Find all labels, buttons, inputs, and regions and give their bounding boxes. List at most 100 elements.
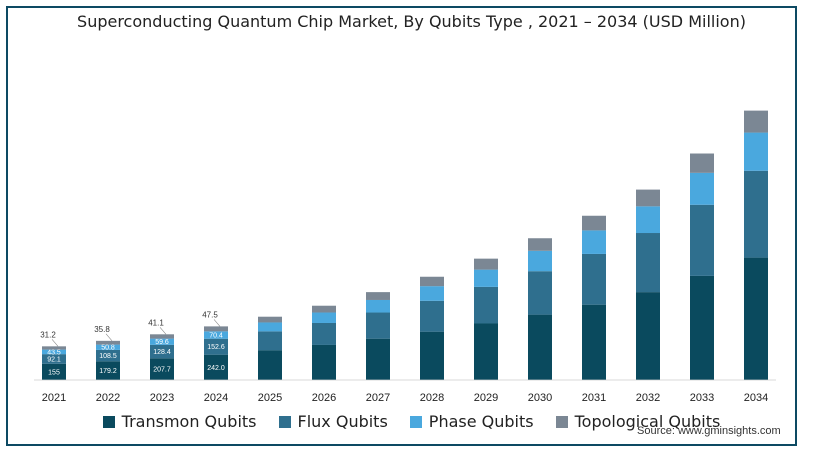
bar-phase-qubits-2028 <box>420 286 444 301</box>
chart-title: Superconducting Quantum Chip Market, By … <box>77 12 746 31</box>
bar-flux-qubits-2026 <box>312 322 336 345</box>
bar-topological-qubits-2031 <box>582 215 606 231</box>
bar-phase-qubits-2025 <box>258 322 282 332</box>
bar-transmon-qubits-2025 <box>258 350 282 380</box>
bar-topological-qubits-2027 <box>366 292 390 300</box>
bar-topological-qubits-2022 <box>96 340 120 345</box>
bar-flux-qubits-2030 <box>528 271 552 315</box>
x-tick-label-2033: 2033 <box>690 392 714 404</box>
data-label-flux-qubits-2021: 92.1 <box>47 356 61 363</box>
bar-phase-qubits-2033 <box>690 172 714 205</box>
legend-swatch <box>102 415 115 428</box>
x-tick-label-2022: 2022 <box>96 392 120 404</box>
bar-transmon-qubits-2024 <box>204 354 228 380</box>
bar-topological-qubits-2030 <box>528 238 552 251</box>
bar-topological-qubits-2028 <box>420 276 444 287</box>
x-tick-label-2025: 2025 <box>258 392 282 404</box>
bar-phase-qubits-2022 <box>96 344 120 350</box>
data-label-topological-qubits-2021: 31.2 <box>40 330 56 339</box>
bar-transmon-qubits-2034 <box>744 257 768 380</box>
bar-flux-qubits-2031 <box>582 253 606 305</box>
x-tick-label-2021: 2021 <box>42 392 66 404</box>
bar-phase-qubits-2031 <box>582 230 606 254</box>
x-tick-label-2027: 2027 <box>366 392 390 404</box>
bar-topological-qubits-2034 <box>744 110 768 133</box>
bar-flux-qubits-2032 <box>636 233 660 293</box>
bar-phase-qubits-2029 <box>474 269 498 287</box>
bar-phase-qubits-2024 <box>204 331 228 339</box>
bar-phase-qubits-2027 <box>366 299 390 313</box>
data-label-transmon-qubits-2021: 155 <box>48 369 60 376</box>
bar-topological-qubits-2033 <box>690 153 714 173</box>
legend-item-topological-qubits: Topological Qubits <box>555 412 721 431</box>
bar-flux-qubits-2023 <box>150 344 174 359</box>
bar-flux-qubits-2028 <box>420 300 444 332</box>
data-label-flux-qubits-2024: 152.6 <box>207 344 225 351</box>
bar-flux-qubits-2034 <box>744 170 768 258</box>
data-label-topological-qubits-2024: 47.5 <box>202 310 218 319</box>
bar-transmon-qubits-2033 <box>690 275 714 380</box>
bar-flux-qubits-2029 <box>474 286 498 324</box>
legend-label: Topological Qubits <box>574 412 721 431</box>
data-label-phase-qubits-2023: 59.6 <box>155 339 169 346</box>
x-tick-label-2034: 2034 <box>744 392 768 404</box>
leader-line-2023 <box>159 327 167 335</box>
bar-transmon-qubits-2028 <box>420 331 444 380</box>
bar-topological-qubits-2032 <box>636 189 660 207</box>
data-label-phase-qubits-2021: 43.5 <box>47 349 61 356</box>
x-tick-label-2028: 2028 <box>420 392 444 404</box>
chart-frame <box>6 6 797 446</box>
legend-swatch <box>409 415 422 428</box>
chart-legend: Transmon Qubits Flux Qubits Phase Qubits To… <box>0 412 823 431</box>
legend-label: Flux Qubits <box>297 412 388 431</box>
x-tick-label-2031: 2031 <box>582 392 606 404</box>
bar-flux-qubits-2025 <box>258 331 282 351</box>
bar-flux-qubits-2021 <box>42 354 66 364</box>
legend-item-phase-qubits: Phase Qubits <box>409 412 534 431</box>
bar-phase-qubits-2032 <box>636 206 660 234</box>
bar-phase-qubits-2021 <box>42 349 66 355</box>
data-label-transmon-qubits-2022: 179.2 <box>99 368 117 375</box>
bar-phase-qubits-2034 <box>744 132 768 171</box>
bar-topological-qubits-2021 <box>42 346 66 350</box>
legend-item-flux-qubits: Flux Qubits <box>278 412 388 431</box>
bar-topological-qubits-2029 <box>474 258 498 270</box>
x-tick-label-2023: 2023 <box>150 392 174 404</box>
x-tick-label-2030: 2030 <box>528 392 552 404</box>
bar-topological-qubits-2026 <box>312 305 336 313</box>
bar-transmon-qubits-2031 <box>582 304 606 380</box>
leader-line-2021 <box>51 339 59 347</box>
bar-phase-qubits-2023 <box>150 338 174 345</box>
legend-item-transmon-qubits: Transmon Qubits <box>102 412 257 431</box>
leader-line-2024 <box>213 319 221 327</box>
leader-line-2022 <box>105 333 113 342</box>
bar-phase-qubits-2030 <box>528 250 552 272</box>
bar-transmon-qubits-2022 <box>96 361 120 380</box>
data-label-phase-qubits-2024: 70.4 <box>209 333 223 340</box>
legend-swatch <box>555 415 568 428</box>
bar-topological-qubits-2025 <box>258 316 282 323</box>
bar-transmon-qubits-2023 <box>150 358 174 380</box>
bar-flux-qubits-2027 <box>366 312 390 339</box>
data-label-transmon-qubits-2023: 207.7 <box>153 367 171 374</box>
data-label-flux-qubits-2022: 108.5 <box>99 353 117 360</box>
bar-topological-qubits-2023 <box>150 334 174 339</box>
x-tick-label-2029: 2029 <box>474 392 498 404</box>
data-label-phase-qubits-2022: 50.8 <box>101 345 115 352</box>
bar-topological-qubits-2024 <box>204 326 228 332</box>
bar-flux-qubits-2024 <box>204 338 228 355</box>
legend-label: Transmon Qubits <box>121 412 257 431</box>
data-label-flux-qubits-2023: 128.4 <box>153 349 171 356</box>
x-tick-label-2024: 2024 <box>204 392 228 404</box>
source-note: Source: www.gminsights.com <box>637 425 781 437</box>
bar-transmon-qubits-2021 <box>42 363 66 380</box>
bar-transmon-qubits-2030 <box>528 314 552 380</box>
x-tick-label-2032: 2032 <box>636 392 660 404</box>
bar-transmon-qubits-2026 <box>312 344 336 380</box>
x-tick-label-2026: 2026 <box>312 392 336 404</box>
bar-transmon-qubits-2032 <box>636 292 660 380</box>
bar-flux-qubits-2022 <box>96 349 120 362</box>
bar-transmon-qubits-2029 <box>474 323 498 380</box>
bar-transmon-qubits-2027 <box>366 338 390 380</box>
